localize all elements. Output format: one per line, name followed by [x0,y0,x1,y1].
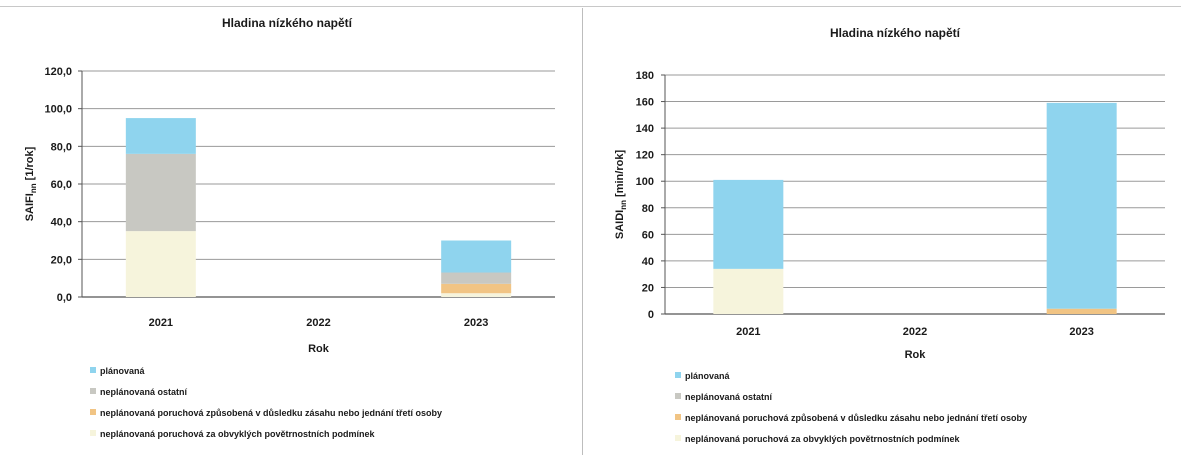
y-axis-title: SAIDInn [min/rok] [614,150,628,240]
x-tick-label: 2022 [306,317,330,329]
y-tick-label: 0,0 [57,292,72,304]
x-axis-title: Rok [308,343,330,355]
legend-entry: neplánovaná poruchová způsobená v důsled… [100,408,442,418]
chart-panel-saidi: Hladina nízkého napětí 0 20 40 60 80 100 120 140… [583,0,1181,455]
y-tick-label: 160 [636,97,654,109]
legend-entry: plánovaná [685,371,731,381]
bar-segment [125,118,196,154]
legend-swatch [675,393,681,399]
y-tick-label: 20 [642,282,654,294]
chart-title: Hladina nízkého napětí [830,26,961,40]
bar-segment [441,272,512,284]
y-axis-title: SAIFInn [1/rok] [24,146,38,221]
legend-swatch [90,388,96,394]
legend-entry: neplánovaná poruchová způsobená v důsled… [685,413,1027,423]
saidi-chart: Hladina nízkého napětí 0 20 40 60 80 100 120 140… [614,26,1165,444]
saifi-chart: Hladina nízkého napětí 0,0 20,0 40,0 60,0 80,… [24,16,555,439]
bar-segment [713,268,784,314]
bar-segment [713,179,784,269]
y-tick-label: 120,0 [44,66,72,78]
y-tick-label: 20,0 [51,254,72,266]
legend-swatch [675,414,681,420]
panel-divider [582,8,583,455]
x-tick-label: 2022 [903,326,927,338]
legend-swatch [90,409,96,415]
legend-entry: neplánovaná poruchová za obvyklých povět… [685,434,961,444]
y-tick-label: 80,0 [51,141,72,153]
chart-panel-saifi: Hladina nízkého napětí 0,0 20,0 40,0 60,0 80,… [0,0,582,455]
x-tick-label: 2023 [464,317,488,329]
bar-segment [441,293,512,297]
x-tick-label: 2023 [1069,326,1093,338]
legend-entry: neplánovaná ostatní [100,387,188,397]
legend-swatch [675,372,681,378]
y-tick-label: 180 [636,70,654,82]
legend-entry: neplánovaná ostatní [685,392,773,402]
legend-swatch [90,367,96,373]
y-tick-label: 0 [648,309,654,321]
legend-swatch [675,435,681,441]
legend-entry: neplánovaná poruchová za obvyklých povět… [100,429,376,439]
bar-segment [441,240,512,273]
bar-segment [125,153,196,232]
x-tick-label: 2021 [149,317,173,329]
bar-segment [125,231,196,297]
x-tick-label: 2021 [736,326,760,338]
y-tick-label: 100,0 [44,104,72,116]
bar-segment [1046,102,1117,309]
bar-segment [1046,308,1117,314]
y-tick-label: 60,0 [51,179,72,191]
x-axis-title: Rok [905,349,927,361]
legend-entry: plánovaná [100,366,146,376]
page-top-rule [0,0,1181,8]
legend-swatch [90,430,96,436]
y-tick-label: 100 [636,176,654,188]
y-tick-label: 80 [642,203,654,215]
bar-segment [441,283,512,294]
y-tick-label: 60 [642,229,654,241]
y-tick-label: 120 [636,150,654,162]
y-tick-label: 140 [636,123,654,135]
y-tick-label: 40,0 [51,217,72,229]
y-tick-label: 40 [642,256,654,268]
chart-title: Hladina nízkého napětí [222,16,353,30]
